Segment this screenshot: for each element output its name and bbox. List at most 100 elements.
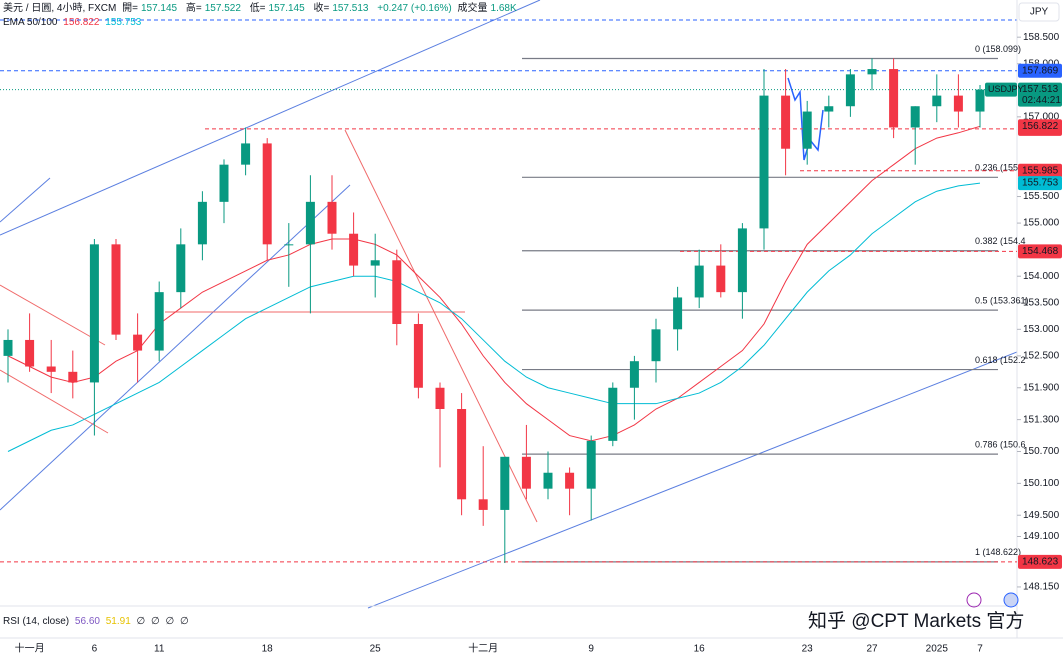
legend-rsi: RSI (14, close) 56.60 51.91 ∅ ∅ ∅ ∅	[3, 615, 192, 628]
candle-body	[500, 456, 510, 510]
candle-body	[565, 472, 575, 489]
currency-box	[1018, 2, 1060, 22]
ema-price-label-box	[1018, 176, 1062, 191]
field-label: 收=	[313, 3, 330, 14]
fib-label: 0.786 (150.6	[975, 440, 1026, 450]
field-label: 高=	[185, 3, 202, 14]
volume-label: 成交量	[457, 3, 488, 14]
legend-main: 美元 / 日圓, 4小時, FXCM 開= 157.145 高= 157.522 低…	[3, 2, 520, 15]
candle-body	[68, 371, 78, 383]
candle-body	[305, 201, 315, 245]
y-tick-label: 149.100	[1023, 531, 1060, 542]
field-value: 157.145	[268, 3, 305, 14]
fib-label: 0.5 (153.361)	[975, 296, 1029, 306]
candle-body	[673, 297, 683, 330]
candle-body	[932, 95, 942, 107]
candle-body	[781, 95, 791, 149]
candle-body	[262, 143, 272, 245]
candle-body	[89, 244, 99, 383]
y-tick-label: 152.500	[1023, 351, 1060, 362]
fib-label: 1 (148.622)	[975, 547, 1021, 557]
field-label: 低=	[249, 3, 266, 14]
price-label: 154.468	[1022, 246, 1059, 257]
candle-body	[716, 265, 726, 293]
ema-price-label: 155.753	[1022, 178, 1059, 189]
price-label-box	[1018, 554, 1062, 569]
ohlc-field: 低= 157.145	[250, 3, 308, 14]
candle-body	[219, 164, 229, 202]
field-label: 開=	[122, 3, 138, 14]
trend-line	[0, 284, 106, 346]
candle-body	[133, 334, 143, 351]
price-label: 148.623	[1022, 556, 1059, 567]
candle-body	[327, 201, 337, 234]
y-tick-label: 151.900	[1023, 382, 1060, 393]
ema-value: 155.753	[105, 17, 142, 28]
x-tick-label: 7	[977, 644, 983, 655]
candle-body	[241, 143, 251, 165]
y-tick-label: 150.700	[1023, 446, 1060, 457]
rsi-value: ∅	[180, 616, 189, 627]
x-tick-label: 十二月	[468, 642, 498, 655]
rsi-value: 56.60	[74, 616, 100, 627]
x-tick-label: 25	[370, 644, 382, 655]
candle-body	[759, 95, 769, 229]
y-tick-label: 154.000	[1023, 271, 1060, 282]
currency: JPY	[1030, 7, 1049, 18]
candle-body	[521, 456, 531, 489]
rsi-value: ∅	[151, 616, 160, 627]
candle-body	[629, 361, 639, 388]
countdown: 02:44:21	[1022, 95, 1061, 106]
fib-label: 0 (158.099)	[975, 44, 1021, 54]
candle-body	[197, 201, 207, 245]
flag-icon	[1003, 592, 1019, 608]
y-tick-label: 155.500	[1023, 191, 1060, 202]
rsi-value: ∅	[136, 616, 146, 627]
candle-body	[457, 408, 467, 500]
candle-body	[910, 106, 920, 128]
rsi-label: RSI (14, close)	[3, 616, 70, 627]
x-tick-label: 16	[694, 644, 706, 655]
candle-body	[25, 339, 35, 367]
fib-label: 0.618 (152.2	[975, 355, 1026, 365]
ema-label: EMA 50/100	[3, 17, 58, 28]
candle-body	[154, 292, 164, 351]
ohlc-field: 開= 157.145	[122, 3, 180, 14]
y-tick-label: 153.000	[1023, 324, 1060, 335]
event-icon	[966, 592, 982, 608]
candle-body	[651, 329, 661, 362]
candle-body	[111, 244, 121, 335]
field-value: 157.522	[204, 3, 241, 14]
y-tick-label: 157.000	[1023, 111, 1060, 122]
y-tick-label: 150.100	[1023, 478, 1060, 489]
price-label-box	[1018, 63, 1062, 78]
x-tick-label: 27	[866, 644, 878, 655]
candle-body	[975, 89, 985, 112]
candle-body	[802, 111, 812, 149]
y-tick-label: 149.500	[1023, 510, 1060, 521]
trend-line	[0, 0, 541, 236]
candle-body	[370, 260, 380, 266]
change: +0.247 (+0.16%)	[377, 3, 452, 14]
candle-body	[176, 244, 186, 293]
y-tick-label: 155.000	[1023, 218, 1060, 229]
trend-line	[0, 369, 109, 434]
x-tick-label: 11	[154, 644, 165, 655]
trend-line	[0, 177, 51, 223]
candle-body	[824, 106, 834, 112]
y-tick-label: 148.150	[1023, 582, 1060, 593]
symbol-tag: USDJPY	[988, 84, 1024, 94]
candle-body	[694, 265, 704, 298]
price-label-box	[1018, 163, 1062, 178]
candle-body	[3, 339, 13, 356]
volume: 1.68K	[490, 3, 517, 14]
symbol-tag-box	[985, 82, 1017, 97]
watermark: 知乎 @CPT Markets 官方	[808, 610, 1024, 632]
candle-body	[46, 366, 56, 372]
candle-body	[867, 69, 877, 75]
rsi-value: ∅	[165, 616, 175, 627]
candle-body	[737, 228, 747, 293]
candle-body	[953, 95, 963, 112]
